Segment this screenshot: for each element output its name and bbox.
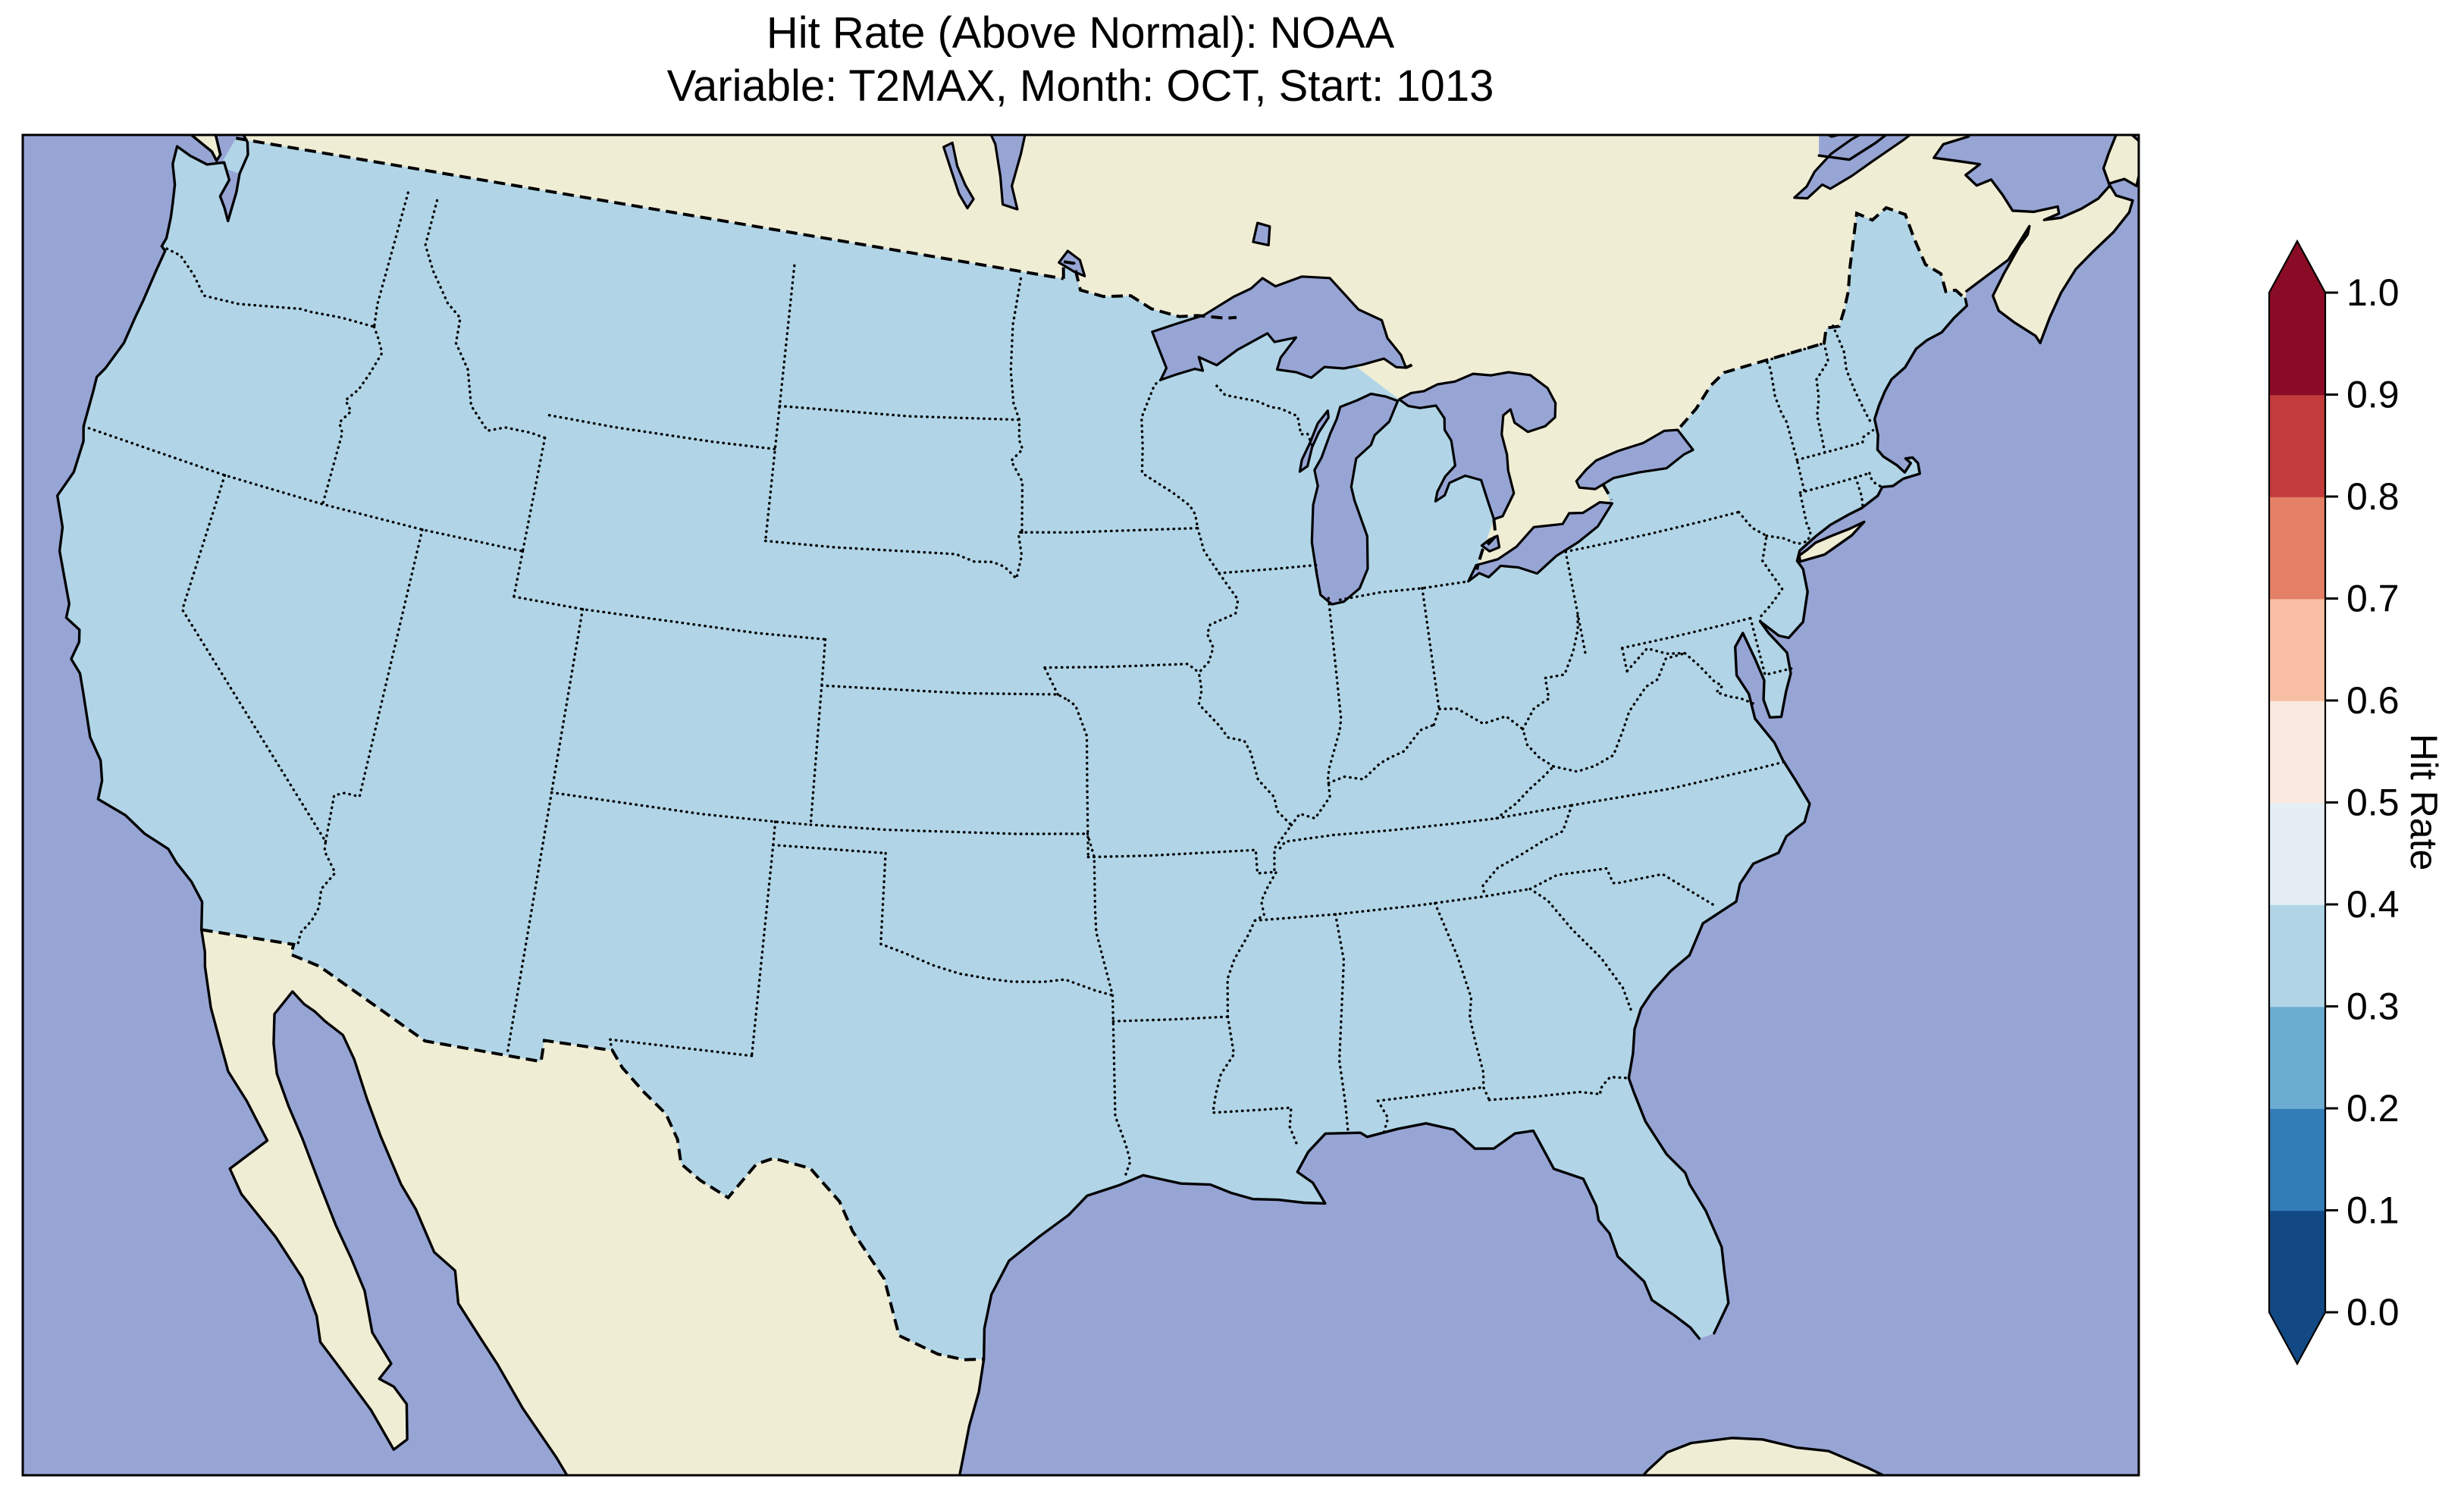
svg-text:0.2: 0.2 xyxy=(2346,1087,2400,1130)
svg-text:0.1: 0.1 xyxy=(2346,1189,2400,1232)
svg-text:0.7: 0.7 xyxy=(2346,578,2400,620)
svg-text:1.0: 1.0 xyxy=(2346,271,2400,314)
svg-text:0.5: 0.5 xyxy=(2346,782,2400,824)
svg-text:Hit Rate: Hit Rate xyxy=(2403,734,2445,871)
svg-text:0.3: 0.3 xyxy=(2346,986,2400,1028)
svg-text:0.9: 0.9 xyxy=(2346,374,2400,416)
svg-text:0.8: 0.8 xyxy=(2346,475,2400,518)
svg-text:0.0: 0.0 xyxy=(2346,1291,2400,1333)
svg-text:Variable: T2MAX, Month: OCT, S: Variable: T2MAX, Month: OCT, Start: 1013 xyxy=(667,61,1494,111)
svg-text:0.4: 0.4 xyxy=(2346,883,2400,926)
svg-text:0.6: 0.6 xyxy=(2346,679,2400,722)
svg-text:Hit Rate (Above Normal): NOAA: Hit Rate (Above Normal): NOAA xyxy=(766,8,1395,58)
